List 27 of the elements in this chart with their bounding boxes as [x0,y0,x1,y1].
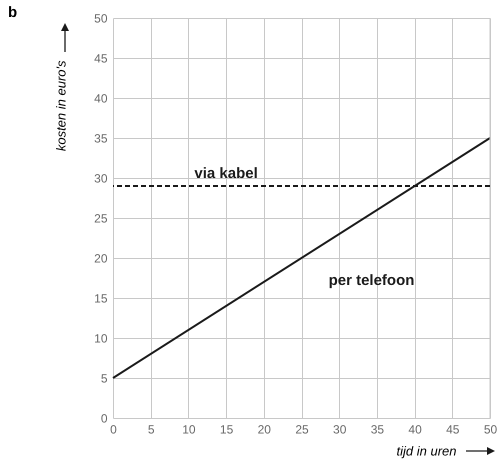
x-tick-label: 30 [333,422,347,436]
x-tick-label: 25 [295,422,309,436]
x-tick-label: 20 [258,422,272,436]
y-tick-label: 30 [94,172,108,186]
y-tick-label: 50 [94,12,108,26]
x-tick-label: 0 [110,422,118,436]
y-tick-label: 20 [94,252,108,266]
y-axis-title: kosten in euro's [54,60,68,152]
ref-line-label: via kabel [194,165,258,182]
y-tick-label: 10 [94,332,108,346]
x-tick-label: 45 [446,422,460,436]
y-tick-label: 15 [94,292,108,306]
y-tick-label: 45 [94,52,108,66]
x-tick-label: 5 [148,422,155,436]
x-tick-label: 35 [370,422,384,436]
x-tick-label: 15 [220,422,234,436]
text: b [8,4,18,21]
x-tick-label: 10 [182,422,196,436]
y-tick-label: 0 [100,412,108,426]
y-tick-label: 40 [94,92,108,106]
x-tick-label: 40 [408,422,422,436]
series-label: per telefoon [328,272,414,289]
y-tick-label: 35 [94,132,108,146]
x-tick-label: 50 [484,422,498,436]
y-tick-label: 5 [100,372,108,386]
y-tick-label: 25 [94,212,108,226]
x-axis-title: tijd in uren [396,444,456,458]
